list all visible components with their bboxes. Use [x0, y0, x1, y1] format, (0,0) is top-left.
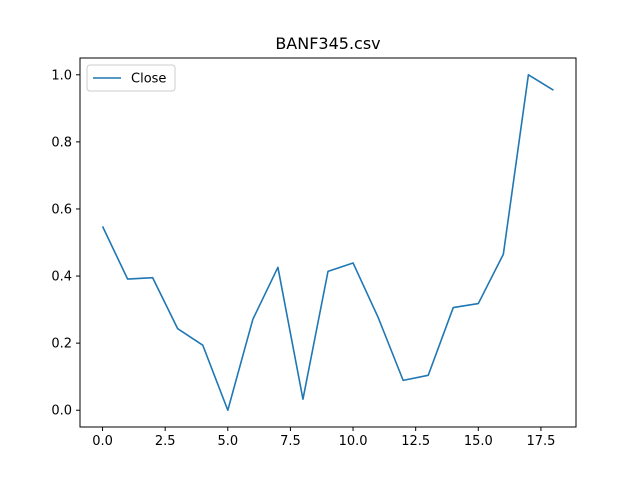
- x-tick-label: 10.0: [339, 434, 368, 449]
- y-tick-label: 0.6: [51, 202, 72, 217]
- y-tick-label: 0.8: [51, 135, 72, 150]
- y-tick-label: 1.0: [51, 68, 72, 83]
- axes-frame: [79, 57, 577, 428]
- x-tick-label: 15.0: [464, 434, 493, 449]
- y-tick-label: 0.0: [51, 404, 72, 419]
- y-axis: 0.0 0.2 0.4 0.6 0.8 1.0: [51, 68, 80, 419]
- series-line-close: [101, 73, 554, 412]
- y-tick-label: 0.4: [51, 270, 72, 285]
- legend: Close: [86, 64, 176, 92]
- chart-title: BANF345.csv: [275, 34, 380, 53]
- x-tick-label: 5.0: [217, 434, 238, 449]
- x-tick-label: 12.5: [401, 434, 430, 449]
- x-tick-label: 2.5: [155, 434, 176, 449]
- x-axis: 0.0 2.5 5.0 7.5 10.0 12.5 15.0 17.5: [92, 427, 555, 449]
- legend-label: Close: [131, 72, 166, 87]
- plot-area: [101, 73, 554, 412]
- x-tick-label: 0.0: [92, 434, 113, 449]
- y-tick-label: 0.2: [51, 337, 72, 352]
- x-tick-label: 7.5: [280, 434, 301, 449]
- legend-box: [86, 64, 176, 92]
- x-tick-label: 17.5: [526, 434, 555, 449]
